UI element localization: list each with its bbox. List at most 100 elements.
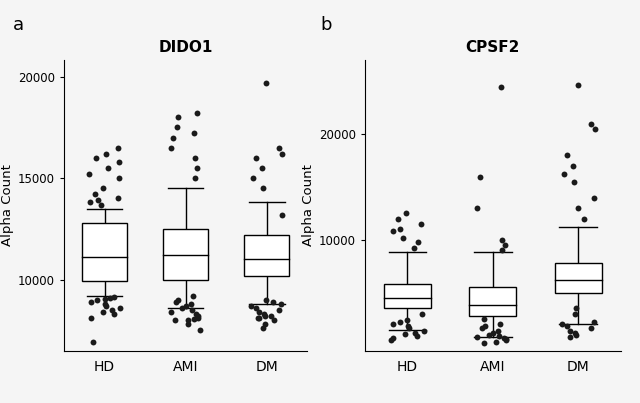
- Point: [193, 313, 204, 319]
- Point: [500, 242, 510, 248]
- Point: [499, 335, 509, 341]
- Point: [408, 245, 419, 251]
- Point: [413, 239, 423, 245]
- Point: [189, 130, 199, 137]
- Point: [168, 134, 179, 141]
- Point: [477, 325, 488, 332]
- Point: [484, 332, 494, 338]
- Point: [388, 228, 398, 235]
- Point: [488, 329, 499, 336]
- Text: a: a: [13, 16, 24, 34]
- Bar: [469, 287, 516, 316]
- Point: [91, 155, 101, 161]
- Point: [573, 205, 583, 212]
- Point: [494, 332, 504, 339]
- Point: [269, 317, 279, 323]
- Point: [388, 335, 398, 341]
- Point: [252, 305, 262, 311]
- Point: [188, 293, 198, 299]
- Point: [85, 199, 95, 206]
- Point: [403, 317, 413, 323]
- Point: [113, 145, 123, 151]
- Point: [191, 311, 201, 317]
- Title: CPSF2: CPSF2: [466, 40, 520, 55]
- Point: [173, 297, 183, 303]
- Point: [479, 340, 490, 347]
- Point: [109, 311, 119, 317]
- Point: [565, 327, 575, 334]
- Point: [97, 309, 108, 315]
- Point: [248, 175, 258, 181]
- Bar: [384, 284, 431, 308]
- Point: [589, 319, 599, 325]
- Point: [181, 303, 191, 309]
- Point: [254, 309, 264, 315]
- Point: [93, 197, 103, 204]
- Point: [172, 124, 182, 131]
- Point: [276, 212, 287, 218]
- Point: [261, 297, 271, 303]
- Point: [266, 313, 276, 319]
- Point: [107, 307, 117, 313]
- Point: [401, 210, 411, 217]
- Point: [173, 114, 183, 120]
- Point: [90, 191, 100, 197]
- Point: [404, 325, 414, 332]
- Point: [501, 337, 511, 343]
- Point: [394, 319, 404, 325]
- Point: [260, 313, 270, 319]
- Point: [579, 216, 589, 222]
- Text: b: b: [320, 16, 332, 34]
- Point: [572, 305, 582, 312]
- Point: [395, 226, 405, 233]
- Point: [251, 155, 261, 161]
- Point: [559, 171, 569, 178]
- Y-axis label: Alpha Count: Alpha Count: [301, 164, 315, 247]
- Point: [177, 305, 187, 311]
- Point: [86, 299, 96, 305]
- Point: [268, 299, 278, 305]
- Point: [572, 332, 582, 338]
- Point: [479, 316, 489, 322]
- Point: [193, 315, 204, 321]
- Point: [400, 330, 410, 337]
- Point: [114, 159, 124, 165]
- Point: [189, 316, 200, 322]
- Point: [277, 151, 287, 157]
- Point: [412, 332, 422, 339]
- Point: [417, 221, 427, 227]
- Point: [170, 317, 180, 323]
- Point: [491, 339, 501, 345]
- Point: [99, 296, 109, 302]
- Point: [472, 205, 482, 212]
- Point: [195, 327, 205, 334]
- Point: [84, 171, 94, 177]
- Point: [589, 126, 600, 132]
- Point: [113, 175, 124, 181]
- Point: [472, 334, 482, 340]
- Point: [170, 299, 180, 305]
- Bar: [82, 223, 127, 280]
- Point: [189, 155, 200, 161]
- Point: [115, 305, 125, 311]
- Bar: [163, 229, 208, 280]
- Point: [563, 323, 573, 330]
- Point: [113, 195, 123, 202]
- Point: [493, 327, 503, 334]
- Point: [109, 294, 120, 300]
- Point: [564, 334, 575, 340]
- Point: [186, 301, 196, 307]
- Point: [258, 185, 268, 191]
- Point: [586, 325, 596, 332]
- Point: [410, 329, 420, 336]
- Point: [501, 336, 511, 342]
- Point: [388, 321, 398, 328]
- Point: [95, 201, 106, 208]
- Point: [392, 216, 403, 222]
- Point: [253, 315, 264, 321]
- Point: [475, 173, 485, 180]
- Point: [495, 321, 506, 328]
- Point: [98, 185, 108, 191]
- Point: [570, 329, 580, 336]
- Point: [102, 165, 113, 171]
